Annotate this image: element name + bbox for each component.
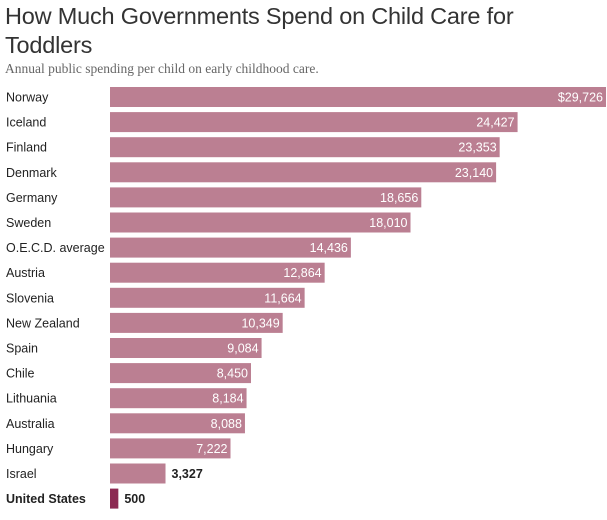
value-label-new-zealand: 10,349 [241,316,279,330]
value-label-hungary: 7,222 [196,442,227,456]
category-label-slovenia: Slovenia [6,291,54,305]
chart-subtitle: Annual public spending per child on earl… [5,61,319,76]
category-label-australia: Australia [6,417,55,431]
bar-hungary [110,438,231,459]
category-label-denmark: Denmark [6,166,57,180]
value-label-israel: 3,327 [172,467,203,481]
value-label-australia: 8,088 [211,417,242,431]
bar-spain [110,338,262,358]
bar-slovenia [110,287,305,308]
value-label-iceland: 24,427 [476,116,514,130]
bar-chile [110,363,251,384]
category-label-united-states: United States [6,492,86,506]
category-label-o-e-c-d-average: O.E.C.D. average [6,241,105,255]
bar-o-e-c-d-average [110,237,351,258]
category-label-spain: Spain [6,342,38,356]
value-label-austria: 12,864 [283,266,321,280]
value-label-norway: $29,726 [558,91,603,105]
bar-israel [110,463,166,484]
value-label-o-e-c-d-average: 14,436 [310,241,348,255]
bar-austria [110,262,325,283]
category-label-germany: Germany [6,191,58,205]
bar-germany [110,187,422,208]
value-label-germany: 18,656 [380,191,418,205]
value-label-united-states: 500 [124,492,145,506]
category-label-chile: Chile [6,367,35,381]
bar-denmark [110,162,497,183]
chart-title: How Much Governments Spend on Child Care… [5,3,514,58]
bar-finland [110,137,500,158]
bar-lithuania [110,388,247,409]
category-label-austria: Austria [6,266,45,280]
value-label-denmark: 23,140 [455,166,493,180]
category-label-lithuania: Lithuania [6,392,57,406]
value-label-slovenia: 11,664 [264,291,301,305]
value-label-spain: 9,084 [227,342,258,356]
category-label-hungary: Hungary [6,442,54,456]
bar-australia [110,413,245,434]
value-label-lithuania: 8,184 [212,392,243,406]
value-label-finland: 23,353 [458,141,496,155]
bar-iceland [110,112,518,133]
value-label-sweden: 18,010 [369,216,407,230]
category-label-sweden: Sweden [6,216,51,230]
category-label-israel: Israel [6,467,37,481]
category-label-new-zealand: New Zealand [6,316,80,330]
category-label-norway: Norway [6,91,49,105]
bar-united-states [110,488,119,509]
category-label-finland: Finland [6,141,47,155]
value-label-chile: 8,450 [217,367,248,381]
bar-sweden [110,212,411,233]
bar-new-zealand [110,312,283,333]
bar-norway [110,87,606,107]
category-label-iceland: Iceland [6,116,46,130]
